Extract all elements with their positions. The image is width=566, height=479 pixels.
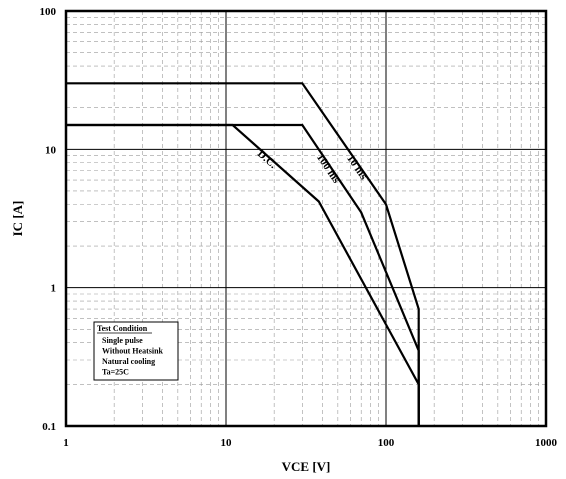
curve-label: 10 ms xyxy=(344,153,370,183)
y-axis-label: IC [A] xyxy=(10,201,25,237)
x-tick-label: 1 xyxy=(63,437,69,449)
legend-item: Single pulse xyxy=(102,336,143,345)
plot-frame xyxy=(64,9,548,428)
legend-title: Test Condition xyxy=(97,324,148,333)
x-axis-label: VCE [V] xyxy=(282,459,331,474)
legend-box xyxy=(93,321,179,381)
series-line xyxy=(66,123,420,426)
y-tick-label: 100 xyxy=(40,6,57,18)
curve-label: 100 ms xyxy=(314,152,343,186)
x-tick-label: 1000 xyxy=(535,437,558,449)
curve-label: D.C. xyxy=(255,148,279,171)
legend-item: Ta=25C xyxy=(102,368,129,377)
legend-item: Without Heatsink xyxy=(102,347,164,356)
y-tick-label: 1 xyxy=(51,283,57,295)
y-tick-label: 0.1 xyxy=(42,421,56,433)
series-lines xyxy=(66,82,420,426)
legend: Test Condition Single pulse Without Heat… xyxy=(93,321,179,381)
x-tick-label: 100 xyxy=(378,437,395,449)
y-tick-label: 10 xyxy=(45,144,57,156)
tick-labels: 1 10 100 1000 0.1 1 10 100 xyxy=(40,6,558,449)
legend-item: Natural cooling xyxy=(102,357,155,366)
x-tick-label: 10 xyxy=(221,437,233,449)
